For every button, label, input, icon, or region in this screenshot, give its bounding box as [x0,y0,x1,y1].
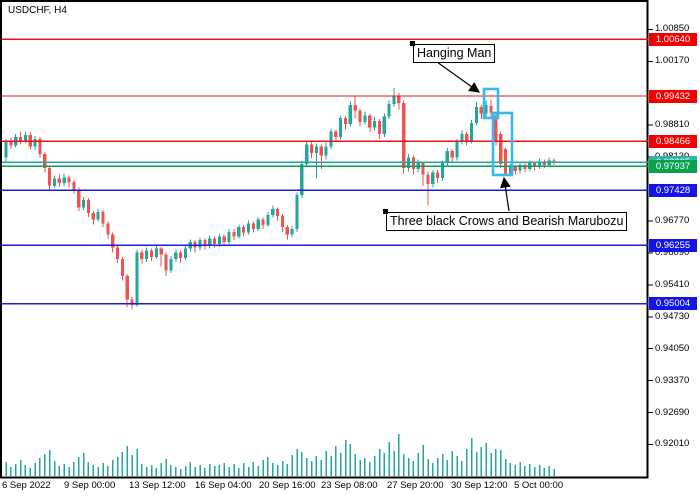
symbol-title: USDCHF, H4 [8,5,67,16]
axis-ticks [648,28,653,445]
annotation-hanging-man[interactable]: Hanging Man [410,41,496,63]
price-badge-0.95004: 0.95004 [649,297,697,311]
price-badge-0.97937: 0.97937 [649,159,697,173]
time-label: 27 Sep 20:00 [387,480,444,491]
price-tick-label: 0.94730 [655,310,690,322]
plot-border [0,0,649,479]
time-label: 23 Sep 08:00 [321,480,378,491]
horizontal-lines [2,38,648,305]
time-axis[interactable]: 6 Sep 2022 9 Sep 00:00 13 Sep 12:00 16 Sep … [0,480,700,496]
candles [4,88,556,310]
price-tick-label: 0.92690 [655,406,690,418]
time-label: 6 Sep 2022 [2,480,51,491]
price-tick-label: 0.94050 [655,342,690,354]
time-label: 20 Sep 16:00 [259,480,316,491]
price-tick-label: 0.92010 [655,438,690,450]
price-badge-0.97428: 0.97428 [649,183,697,197]
price-tick-label: 0.95410 [655,278,690,290]
price-tick-label: 1.00170 [655,55,690,67]
pattern-rectangles [482,87,514,177]
annotation-handle-icon[interactable] [383,209,388,214]
annotation-handle-icon[interactable] [410,41,415,46]
price-badge-1.00640: 1.00640 [649,32,697,46]
price-badge-0.96255: 0.96255 [649,238,697,252]
hanging-man-box [482,87,500,120]
price-axis[interactable]: 1.008501.001700.988100.981300.967700.960… [648,0,700,478]
price-badge-0.99432: 0.99432 [649,89,697,103]
arrow-lines [436,61,511,212]
three-black-crows-box [491,111,514,177]
time-label: 9 Sep 00:00 [64,480,116,491]
annotation-text: Three black Crows and Bearish Marubozu [390,214,624,228]
price-tick-label: 1.00850 [655,23,690,35]
price-tick-label: 0.96770 [655,214,690,226]
price-tick-label: 0.98810 [655,119,690,131]
time-label: 13 Sep 12:00 [129,480,186,491]
annotation-three-black-crows[interactable]: Three black Crows and Bearish Marubozu [383,209,628,231]
time-label: 30 Sep 12:00 [451,480,508,491]
price-tick-label: 0.93370 [655,374,690,386]
time-label: 16 Sep 04:00 [195,480,252,491]
annotation-text: Hanging Man [417,46,492,60]
price-badge-0.98466: 0.98466 [649,134,697,148]
price-tick-label: 0.96090 [655,246,690,258]
time-label: 5 Oct 00:00 [514,480,564,491]
volume-bars [5,434,555,476]
